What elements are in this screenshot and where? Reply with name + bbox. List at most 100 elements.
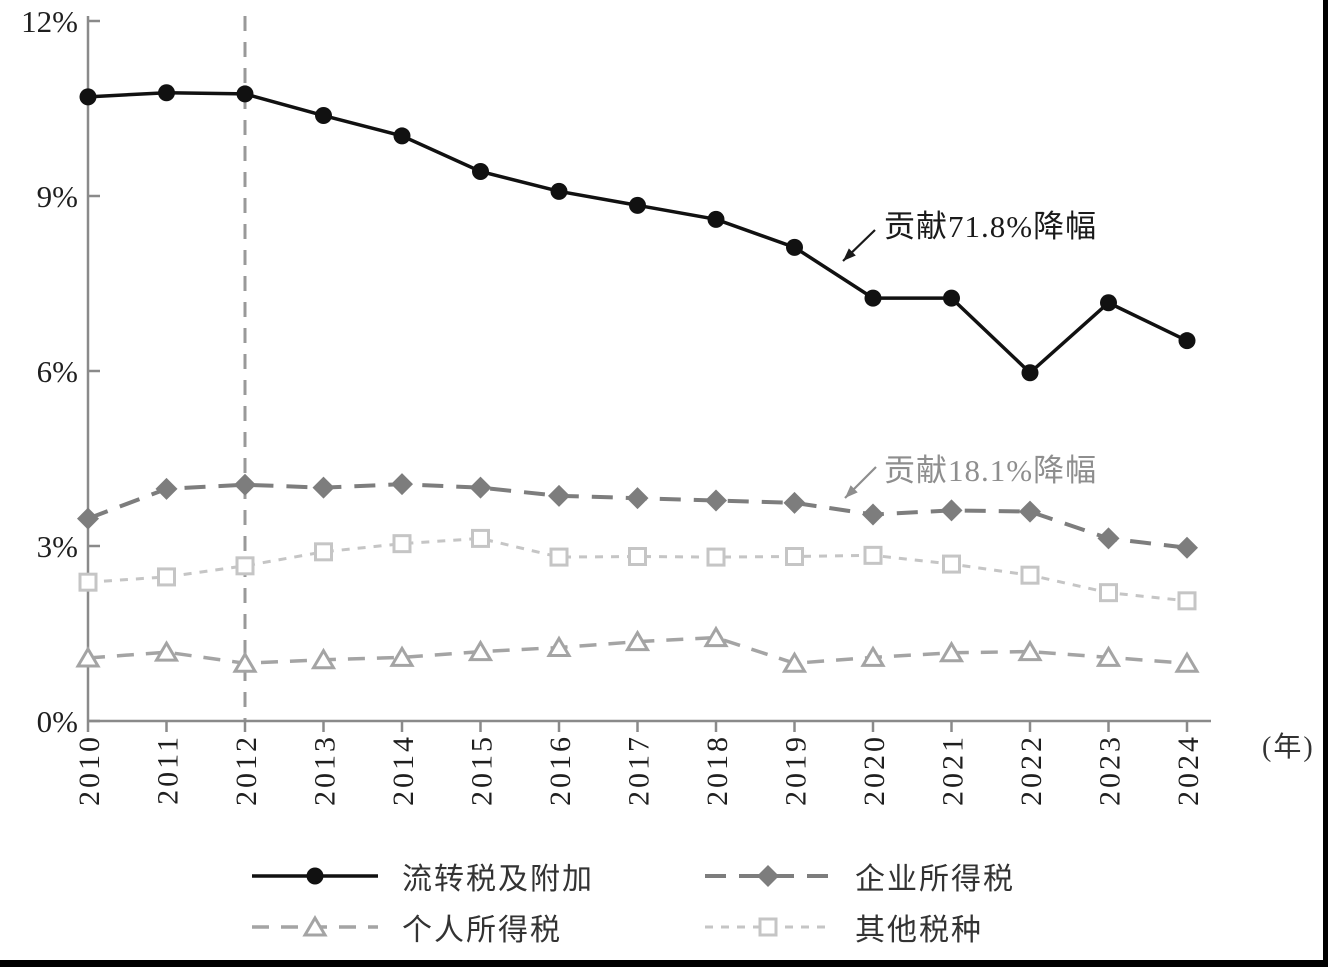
x-tick-label: 2023 bbox=[1094, 734, 1127, 806]
data-point-marker bbox=[312, 476, 335, 499]
annotation-corporate-tax-contribution: 贡献18.1%降幅 bbox=[884, 453, 1098, 488]
data-point-marker bbox=[1020, 565, 1040, 585]
data-point-marker bbox=[549, 547, 569, 567]
data-point-marker bbox=[938, 640, 965, 663]
data-point-marker bbox=[863, 545, 883, 565]
annotation-arrow-2-head bbox=[845, 485, 858, 498]
legend-label-corporate-income-tax: 企业所得税 bbox=[855, 863, 1015, 896]
data-point-marker bbox=[1176, 536, 1198, 559]
x-tick-label: 2024 bbox=[1172, 734, 1205, 806]
legend-swatch-transfer-tax bbox=[252, 867, 378, 885]
x-tick-label: 2010 bbox=[73, 734, 106, 806]
y-tick-label: 6% bbox=[37, 354, 78, 389]
data-point-marker bbox=[1100, 294, 1117, 312]
x-tick-label: 2017 bbox=[623, 734, 656, 806]
legend-item-transfer-tax: 流转税及附加 bbox=[250, 856, 594, 896]
data-point-marker bbox=[864, 289, 882, 307]
data-point-marker bbox=[310, 647, 337, 670]
x-tick-label: 2012 bbox=[230, 734, 263, 806]
data-point-marker bbox=[77, 507, 99, 530]
data-point-marker bbox=[157, 567, 176, 587]
y-tick-label: 3% bbox=[37, 529, 78, 564]
data-point-marker bbox=[783, 491, 806, 514]
data-point-marker bbox=[1174, 651, 1200, 673]
data-point-marker bbox=[707, 210, 725, 228]
x-tick-label: 2019 bbox=[780, 734, 813, 806]
data-point-marker bbox=[472, 163, 489, 181]
y-tick-label: 0% bbox=[37, 704, 78, 739]
data-point-marker bbox=[550, 182, 568, 200]
data-point-marker bbox=[781, 651, 808, 673]
x-tick-label: 2021 bbox=[937, 734, 970, 806]
series-2 bbox=[75, 625, 1200, 673]
data-point-marker bbox=[706, 547, 726, 567]
legend-swatch-personal-income-tax bbox=[252, 915, 378, 937]
data-point-marker bbox=[943, 289, 960, 307]
data-point-marker bbox=[1099, 583, 1118, 603]
data-point-marker bbox=[629, 196, 646, 214]
data-point-marker bbox=[940, 499, 963, 522]
x-tick-label: 2016 bbox=[544, 734, 577, 806]
legend-item-other-taxes: 其他税种 bbox=[703, 907, 983, 947]
data-point-marker bbox=[548, 484, 570, 507]
legend-swatch-marker bbox=[302, 915, 328, 937]
x-tick-label: 2015 bbox=[466, 734, 499, 806]
data-point-marker bbox=[389, 645, 415, 667]
data-point-marker bbox=[1178, 332, 1196, 350]
legend-swatch-marker bbox=[758, 917, 778, 937]
data-point-marker bbox=[392, 534, 412, 554]
x-tick-label: 2013 bbox=[309, 734, 342, 806]
legend-swatch-corporate-income-tax bbox=[705, 865, 831, 887]
x-tick-label: 2011 bbox=[152, 734, 185, 805]
data-point-marker bbox=[942, 554, 961, 574]
data-point-marker bbox=[624, 629, 651, 652]
data-point-marker bbox=[393, 127, 411, 145]
data-point-marker bbox=[78, 572, 98, 592]
y-tick-label: 12% bbox=[21, 4, 78, 39]
data-point-marker bbox=[236, 85, 254, 103]
data-point-marker bbox=[705, 489, 727, 512]
data-point-marker bbox=[315, 107, 332, 125]
data-point-marker bbox=[862, 503, 884, 526]
data-point-marker bbox=[860, 645, 886, 667]
data-point-marker bbox=[232, 651, 258, 673]
legend-label-other-taxes: 其他税种 bbox=[855, 914, 983, 947]
legend-swatch-marker bbox=[757, 865, 779, 887]
data-point-marker bbox=[628, 547, 647, 567]
data-point-marker bbox=[1017, 639, 1043, 662]
data-point-marker bbox=[467, 639, 494, 662]
data-point-marker bbox=[155, 477, 178, 500]
legend-item-corporate-income-tax: 企业所得税 bbox=[703, 856, 1015, 896]
series-1 bbox=[77, 473, 1198, 559]
data-point-marker bbox=[158, 84, 175, 102]
legend-swatch-other-taxes bbox=[705, 917, 831, 937]
y-tick-label: 9% bbox=[37, 179, 78, 214]
legend-label-personal-income-tax: 个人所得税 bbox=[402, 914, 562, 947]
x-axis-unit-label: (年) bbox=[1262, 731, 1315, 763]
annotation-arrow-1-head bbox=[843, 248, 856, 261]
data-point-marker bbox=[234, 473, 256, 496]
series-0 bbox=[79, 84, 1196, 382]
data-point-marker bbox=[786, 238, 803, 256]
data-point-marker bbox=[471, 528, 490, 548]
data-point-marker bbox=[314, 542, 333, 562]
x-tick-label: 2018 bbox=[701, 734, 734, 806]
legend-swatch-marker bbox=[306, 867, 324, 885]
data-point-marker bbox=[546, 635, 572, 658]
legend-item-personal-income-tax: 个人所得税 bbox=[250, 907, 562, 947]
annotation-transfer-tax-contribution: 贡献71.8%降幅 bbox=[884, 209, 1098, 244]
data-point-marker bbox=[1095, 645, 1122, 667]
data-point-marker bbox=[1177, 591, 1197, 611]
series-3 bbox=[78, 528, 1197, 611]
legend-label-transfer-tax: 流转税及附加 bbox=[402, 863, 594, 896]
data-point-marker bbox=[626, 487, 649, 510]
data-point-marker bbox=[785, 547, 804, 567]
data-point-marker bbox=[153, 640, 180, 662]
data-point-marker bbox=[235, 556, 255, 576]
data-point-marker bbox=[1097, 527, 1120, 550]
data-point-marker bbox=[1021, 364, 1039, 382]
data-point-marker bbox=[469, 476, 492, 499]
data-point-marker bbox=[79, 88, 97, 106]
